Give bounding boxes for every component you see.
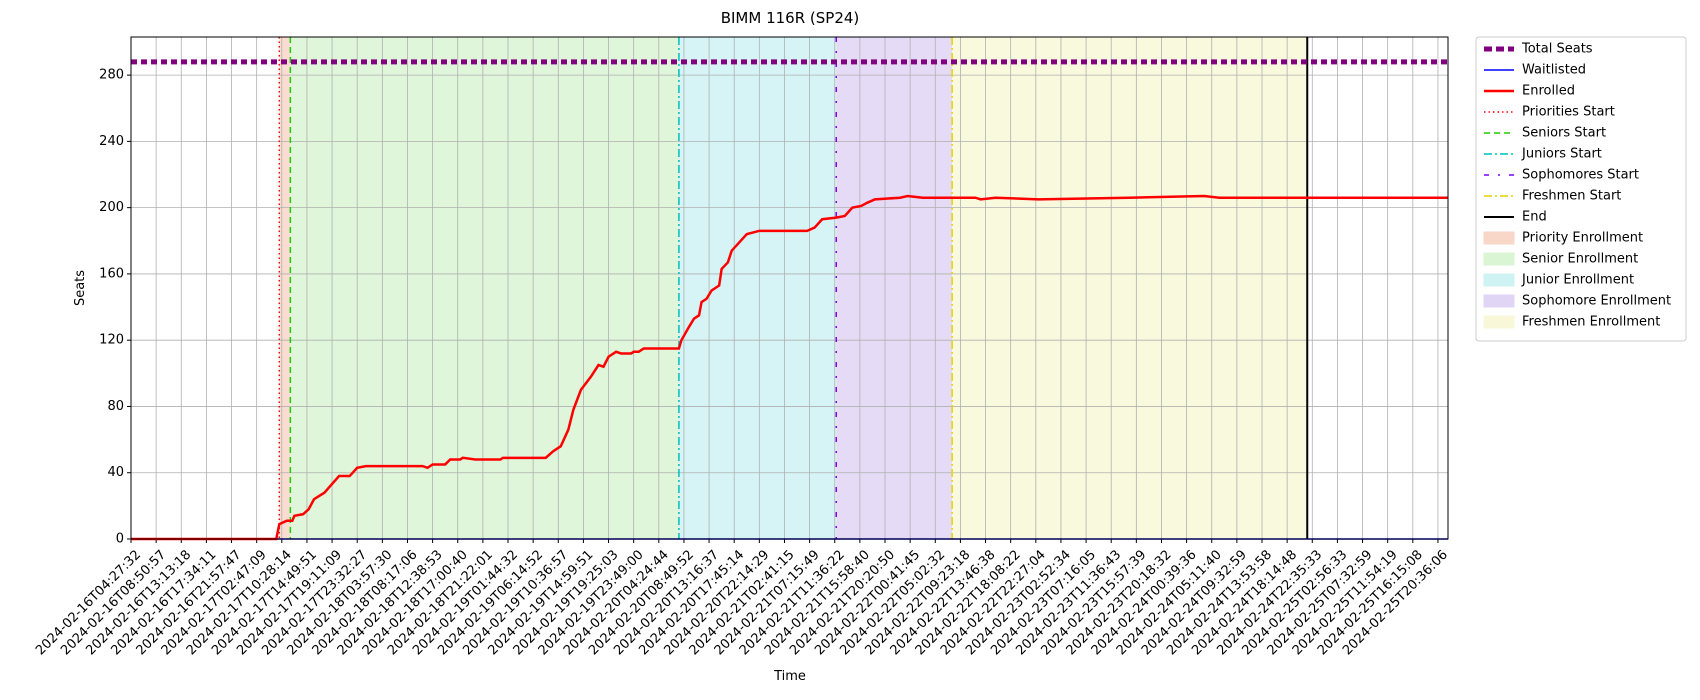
enrollment-span	[952, 37, 1308, 539]
legend-swatch	[1483, 231, 1515, 245]
y-tick-label: 0	[116, 532, 124, 547]
legend-label: Juniors Start	[1521, 147, 1602, 162]
legend-label: Freshmen Enrollment	[1522, 315, 1660, 330]
legend-label: Junior Enrollment	[1521, 273, 1634, 288]
y-tick-label: 120	[99, 333, 124, 348]
legend-swatch	[1483, 252, 1515, 266]
legend-swatch	[1483, 315, 1515, 329]
plot-frame	[130, 36, 1449, 540]
y-tick-label: 40	[107, 465, 124, 480]
enrollment-span	[678, 37, 837, 539]
y-axis-label: Seats	[73, 270, 88, 306]
legend-label: Seniors Start	[1522, 126, 1606, 141]
y-tick-label: 80	[107, 399, 124, 414]
x-axis-label: Time	[773, 669, 806, 684]
legend-box	[1475, 36, 1687, 342]
chart-title: BIMM 116R (SP24)	[721, 9, 860, 27]
y-tick-label: 200	[99, 200, 124, 215]
legend-label: Total Seats	[1521, 42, 1593, 57]
y-tick-label: 240	[99, 134, 124, 149]
legend-label: Enrolled	[1522, 84, 1575, 99]
y-tick-label: 280	[99, 68, 124, 83]
legend-label: Sophomores Start	[1522, 168, 1639, 183]
legend-label: Sophomore Enrollment	[1522, 294, 1671, 309]
legend: Total Seats Waitlisted Enrolled Priorities …	[1475, 36, 1687, 342]
legend-label: Priorities Start	[1522, 105, 1615, 120]
enrollment-span	[836, 37, 953, 539]
legend-label: Senior Enrollment	[1522, 252, 1638, 267]
legend-swatch	[1483, 294, 1515, 308]
enrollment-span	[290, 37, 679, 539]
y-tick-label: 160	[99, 266, 124, 281]
legend-label: End	[1522, 210, 1547, 225]
legend-swatch	[1483, 273, 1515, 287]
enrollment-span	[279, 37, 291, 539]
legend-label: Priority Enrollment	[1522, 231, 1643, 246]
legend-label: Freshmen Start	[1522, 189, 1621, 204]
legend-label: Waitlisted	[1522, 63, 1586, 78]
series-line	[131, 194, 1448, 541]
